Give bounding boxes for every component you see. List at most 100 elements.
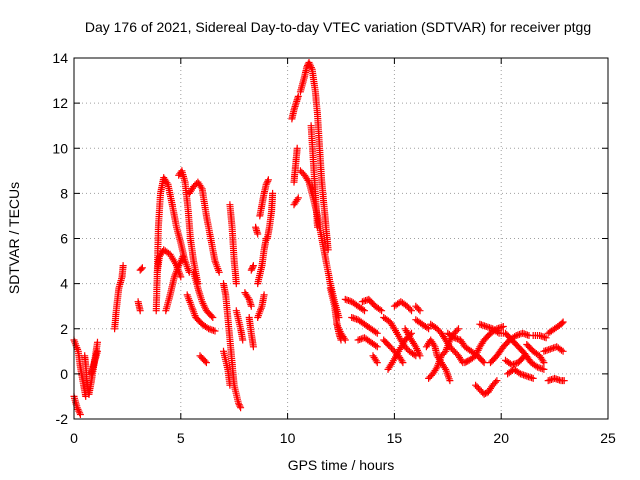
- data-point: [307, 62, 315, 70]
- data-point: [269, 189, 277, 197]
- data-point: [237, 404, 245, 412]
- data-point: [423, 324, 431, 332]
- y-tick-labels: -2 0 2 4 6 8 10 12 14: [52, 50, 68, 427]
- data-points: [70, 59, 568, 418]
- y-axis-label: SDTVAR / TECUs: [6, 182, 22, 294]
- data-point: [247, 266, 255, 274]
- data-point: [373, 343, 381, 351]
- data-point: [416, 352, 424, 360]
- data-point: [263, 179, 271, 187]
- data-point: [248, 265, 256, 273]
- data-point: [163, 179, 171, 187]
- data-point: [372, 357, 380, 365]
- x-tick-label: 0: [70, 430, 78, 446]
- data-point: [260, 291, 268, 299]
- y-tick-label: 0: [60, 366, 68, 382]
- y-tick-label: 2: [60, 321, 68, 337]
- data-point: [432, 365, 440, 373]
- data-point: [372, 328, 380, 336]
- data-point: [560, 377, 568, 385]
- data-point: [75, 407, 83, 415]
- x-tick-label: 5: [177, 430, 185, 446]
- chart-title: Day 176 of 2021, Sidereal Day-to-day VTE…: [85, 19, 591, 35]
- data-point: [493, 377, 501, 385]
- data-point: [492, 378, 499, 386]
- data-point: [373, 359, 381, 367]
- data-point: [306, 60, 314, 68]
- data-point: [373, 329, 381, 337]
- data-point: [532, 362, 540, 370]
- data-point: [529, 374, 537, 382]
- data-point: [235, 401, 243, 409]
- data-point: [449, 333, 457, 341]
- data-point: [359, 306, 367, 314]
- data-point: [236, 402, 244, 410]
- y-tick-label: 10: [52, 140, 68, 156]
- data-point: [539, 357, 547, 365]
- data-point: [249, 263, 257, 271]
- data-point: [226, 381, 234, 389]
- data-point: [430, 341, 438, 349]
- data-point: [361, 307, 368, 315]
- y-tick-label: 14: [52, 50, 68, 66]
- x-tick-label: 20: [493, 430, 509, 446]
- data-point: [254, 230, 262, 238]
- data-point: [305, 59, 313, 66]
- x-axis-label: GPS time / hours: [288, 457, 395, 473]
- y-tick-label: 6: [60, 231, 68, 247]
- data-point: [76, 411, 84, 418]
- data-point: [74, 405, 82, 413]
- data-point: [208, 312, 216, 320]
- data-point: [341, 336, 349, 344]
- data-point: [202, 359, 210, 367]
- data-point: [232, 280, 240, 288]
- data-point: [479, 357, 487, 365]
- y-tick-label: 4: [60, 276, 68, 292]
- data-point: [215, 268, 223, 276]
- data-point: [398, 357, 406, 365]
- data-point: [119, 262, 127, 270]
- data-point: [387, 360, 395, 368]
- data-point: [453, 326, 461, 334]
- data-point: [293, 144, 301, 152]
- data-point: [415, 305, 423, 313]
- grid-lines: [74, 58, 608, 419]
- data-point: [136, 307, 144, 315]
- data-point: [262, 180, 270, 188]
- data-point: [378, 307, 386, 315]
- data-point: [559, 318, 567, 326]
- data-point: [76, 409, 84, 417]
- y-tick-label: 12: [52, 95, 68, 111]
- data-point: [558, 346, 565, 354]
- data-point: [138, 264, 146, 272]
- data-point: [559, 347, 567, 355]
- data-point: [494, 328, 501, 336]
- data-point: [249, 262, 257, 270]
- data-point: [264, 176, 272, 184]
- data-point: [249, 343, 257, 351]
- data-point: [515, 369, 523, 377]
- x-tick-label: 15: [387, 430, 403, 446]
- data-point: [521, 352, 529, 360]
- y-tick-label: 8: [60, 185, 68, 201]
- x-tick-labels: 0 5 10 15 20 25: [70, 430, 616, 446]
- data-point: [406, 305, 414, 313]
- data-point: [304, 176, 312, 184]
- data-point: [376, 306, 384, 314]
- data-point: [264, 177, 272, 185]
- data-point: [197, 183, 205, 191]
- data-point: [542, 334, 550, 342]
- y-tick-label: -2: [56, 411, 69, 427]
- data-point: [446, 377, 454, 385]
- data-point: [314, 223, 321, 231]
- data-point: [480, 359, 488, 367]
- data-point: [324, 246, 332, 254]
- axis-ticks: [73, 57, 609, 420]
- data-point: [201, 357, 209, 365]
- data-point: [408, 307, 415, 315]
- data-point: [425, 325, 433, 333]
- data-point: [540, 359, 548, 367]
- data-point: [458, 357, 466, 365]
- data-point: [209, 314, 217, 321]
